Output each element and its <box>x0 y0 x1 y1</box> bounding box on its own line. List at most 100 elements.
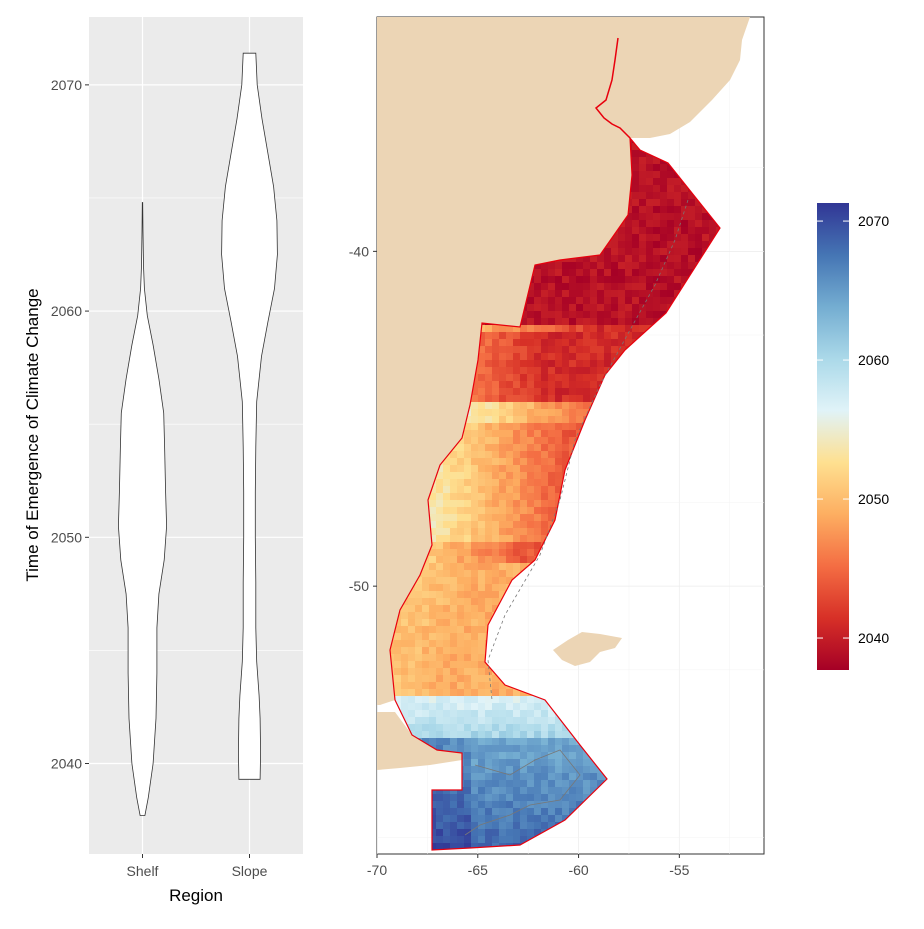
heatmap-cell <box>506 563 514 571</box>
heatmap-cell <box>485 402 493 410</box>
heatmap-cell <box>590 283 598 291</box>
heatmap-cell <box>478 773 486 781</box>
heatmap-cell <box>499 822 507 830</box>
heatmap-cell <box>541 276 549 284</box>
heatmap-cell <box>513 353 521 361</box>
map-panel: -70-65-60-55 -40-50 <box>327 0 781 878</box>
heatmap-cell <box>639 157 647 165</box>
heatmap-cell <box>471 661 479 669</box>
heatmap-cell <box>555 752 563 760</box>
heatmap-cell <box>541 290 549 298</box>
heatmap-cell <box>618 290 626 298</box>
heatmap-cell <box>688 206 696 214</box>
heatmap-cell <box>590 269 598 277</box>
heatmap-cell <box>485 738 493 746</box>
heatmap-cell <box>562 297 570 305</box>
heatmap-cell <box>478 388 486 396</box>
heatmap-cell <box>534 360 542 368</box>
heatmap-cell <box>471 500 479 508</box>
heatmap-cell <box>583 262 591 270</box>
heatmap-cell <box>485 759 493 767</box>
heatmap-cell <box>520 332 528 340</box>
heatmap-cell <box>464 794 472 802</box>
heatmap-cell <box>492 416 500 424</box>
heatmap-cell <box>450 703 458 711</box>
heatmap-cell <box>548 759 556 767</box>
heatmap-cell <box>464 808 472 816</box>
heatmap-cell <box>562 276 570 284</box>
heatmap-cell <box>457 605 465 613</box>
heatmap-cell <box>569 752 577 760</box>
heatmap-cell <box>478 633 486 641</box>
heatmap-cell <box>534 486 542 494</box>
heatmap-cell <box>590 773 598 781</box>
heatmap-cell <box>653 248 661 256</box>
heatmap-cell <box>527 766 535 774</box>
heatmap-cell <box>478 717 486 725</box>
heatmap-cell <box>646 248 654 256</box>
heatmap-cell <box>625 262 633 270</box>
heatmap-cell <box>555 332 563 340</box>
heatmap-cell <box>527 535 535 543</box>
heatmap-cell <box>520 416 528 424</box>
heatmap-cell <box>415 661 423 669</box>
heatmap-cell <box>436 668 444 676</box>
heatmap-cell <box>506 472 514 480</box>
heatmap-cell <box>548 402 556 410</box>
heatmap-cell <box>583 318 591 326</box>
heatmap-cell <box>562 437 570 445</box>
heatmap-cell <box>562 731 570 739</box>
heatmap-cell <box>457 542 465 550</box>
heatmap-cell <box>548 717 556 725</box>
heatmap-cell <box>583 381 591 389</box>
heatmap-cell <box>548 465 556 473</box>
heatmap-cell <box>520 556 528 564</box>
y-axis-title: Time of Emergence of Climate Change <box>23 288 42 581</box>
heatmap-cell <box>457 535 465 543</box>
heatmap-cell <box>520 339 528 347</box>
heatmap-cell <box>674 199 682 207</box>
heatmap-cell <box>443 640 451 648</box>
heatmap-cell <box>492 738 500 746</box>
heatmap-cell <box>541 402 549 410</box>
heatmap-cell <box>506 339 514 347</box>
heatmap-cell <box>450 661 458 669</box>
heatmap-cell <box>464 647 472 655</box>
heatmap-cell <box>450 626 458 634</box>
heatmap-cell <box>478 437 486 445</box>
heatmap-cell <box>457 668 465 676</box>
heatmap-cell <box>492 332 500 340</box>
heatmap-cell <box>464 584 472 592</box>
heatmap-cell <box>541 374 549 382</box>
heatmap-cell <box>499 395 507 403</box>
heatmap-cell <box>506 808 514 816</box>
heatmap-cell <box>688 227 696 235</box>
heatmap-cell <box>457 591 465 599</box>
heatmap-cell <box>562 304 570 312</box>
heatmap-cell <box>653 227 661 235</box>
heatmap-cell <box>562 269 570 277</box>
heatmap-cell <box>534 794 542 802</box>
heatmap-cell <box>443 542 451 550</box>
heatmap-cell <box>422 661 430 669</box>
heatmap-cell <box>576 787 584 795</box>
heatmap-cell <box>485 731 493 739</box>
heatmap-cell <box>478 500 486 508</box>
heatmap-cell <box>611 311 619 319</box>
heatmap-cell <box>548 444 556 452</box>
heatmap-cell <box>415 647 423 655</box>
heatmap-cell <box>527 346 535 354</box>
heatmap-cell <box>618 276 626 284</box>
heatmap-cell <box>548 311 556 319</box>
heatmap-cell <box>499 584 507 592</box>
heatmap-cell <box>429 731 437 739</box>
heatmap-cell <box>513 745 521 753</box>
heatmap-cell <box>590 311 598 319</box>
heatmap-cell <box>485 682 493 690</box>
heatmap-cell <box>688 199 696 207</box>
heatmap-cell <box>513 346 521 354</box>
heatmap-cell <box>499 486 507 494</box>
heatmap-cell <box>548 367 556 375</box>
heatmap-cell <box>555 444 563 452</box>
heatmap-cell <box>667 283 675 291</box>
